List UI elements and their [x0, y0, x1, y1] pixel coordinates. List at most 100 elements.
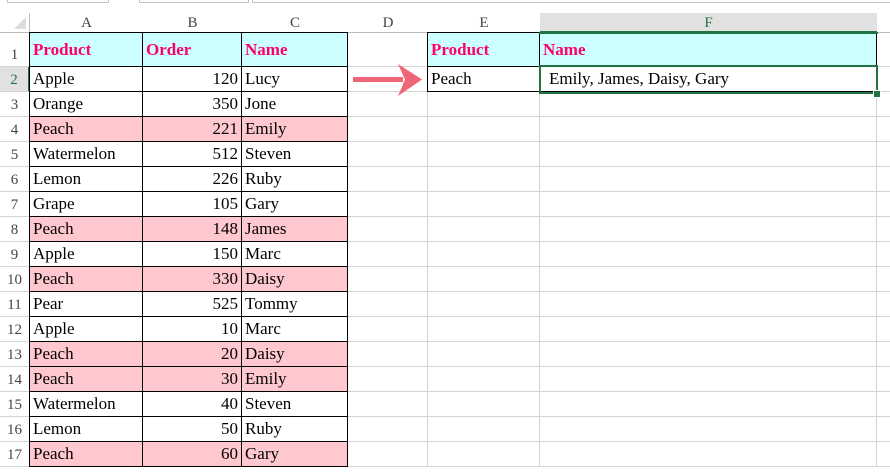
cell-G15[interactable] — [877, 392, 890, 417]
cell-B2[interactable]: 120 — [142, 66, 242, 92]
cell-B1[interactable]: Order — [142, 32, 242, 67]
row-header-6[interactable]: 6 — [0, 167, 30, 192]
cell-C3[interactable]: Jone — [241, 91, 348, 117]
cell-E9[interactable] — [428, 242, 540, 267]
cell-B4[interactable]: 221 — [142, 116, 242, 142]
cell-A8[interactable]: Peach — [29, 216, 143, 242]
cell-D16[interactable] — [348, 417, 428, 442]
cell-F2[interactable]: Emily, James, Daisy, Gary — [539, 66, 877, 92]
cell-B15[interactable]: 40 — [142, 391, 242, 417]
cell-A16[interactable]: Lemon — [29, 416, 143, 442]
row-header-14[interactable]: 14 — [0, 367, 30, 392]
cell-F13[interactable] — [540, 342, 877, 367]
cell-D9[interactable] — [348, 242, 428, 267]
cell-D5[interactable] — [348, 142, 428, 167]
cell-B5[interactable]: 512 — [142, 141, 242, 167]
formula-bar[interactable] — [252, 0, 890, 3]
select-all-corner[interactable] — [0, 13, 30, 33]
cell-B3[interactable]: 350 — [142, 91, 242, 117]
cell-A7[interactable]: Grape — [29, 191, 143, 217]
cell-C11[interactable]: Tommy — [241, 291, 348, 317]
column-header-b[interactable]: B — [143, 13, 243, 33]
column-header-g[interactable] — [877, 13, 890, 33]
cell-G11[interactable] — [877, 292, 890, 317]
cell-A13[interactable]: Peach — [29, 341, 143, 367]
cell-C6[interactable]: Ruby — [241, 166, 348, 192]
cell-F14[interactable] — [540, 367, 877, 392]
cell-E11[interactable] — [428, 292, 540, 317]
cell-F5[interactable] — [540, 142, 877, 167]
cell-C5[interactable]: Steven — [241, 141, 348, 167]
cell-A9[interactable]: Apple — [29, 241, 143, 267]
row-header-9[interactable]: 9 — [0, 242, 30, 267]
row-header-17[interactable]: 17 — [0, 442, 30, 467]
row-header-10[interactable]: 10 — [0, 267, 30, 292]
cell-E15[interactable] — [428, 392, 540, 417]
cell-C4[interactable]: Emily — [241, 116, 348, 142]
cell-B17[interactable]: 60 — [142, 441, 242, 467]
cell-G16[interactable] — [877, 417, 890, 442]
fill-handle[interactable] — [873, 90, 881, 98]
cell-B11[interactable]: 525 — [142, 291, 242, 317]
formula-buttons[interactable] — [139, 0, 249, 3]
cell-F15[interactable] — [540, 392, 877, 417]
cell-C17[interactable]: Gary — [241, 441, 348, 467]
cell-E5[interactable] — [428, 142, 540, 167]
cell-D14[interactable] — [348, 367, 428, 392]
cell-A12[interactable]: Apple — [29, 316, 143, 342]
cell-E6[interactable] — [428, 167, 540, 192]
cell-G12[interactable] — [877, 317, 890, 342]
row-header-15[interactable]: 15 — [0, 392, 30, 417]
cell-C1[interactable]: Name — [241, 32, 348, 67]
cell-F16[interactable] — [540, 417, 877, 442]
cell-E7[interactable] — [428, 192, 540, 217]
cell-G2[interactable] — [877, 67, 890, 92]
cell-D11[interactable] — [348, 292, 428, 317]
column-header-f[interactable]: F — [540, 13, 878, 33]
cell-F7[interactable] — [540, 192, 877, 217]
cell-A4[interactable]: Peach — [29, 116, 143, 142]
cell-D17[interactable] — [348, 442, 428, 467]
cell-C14[interactable]: Emily — [241, 366, 348, 392]
cell-E17[interactable] — [428, 442, 540, 467]
cell-A5[interactable]: Watermelon — [29, 141, 143, 167]
cell-E12[interactable] — [428, 317, 540, 342]
cell-A1[interactable]: Product — [29, 32, 143, 67]
row-header-4[interactable]: 4 — [0, 117, 30, 142]
cell-A15[interactable]: Watermelon — [29, 391, 143, 417]
cell-C2[interactable]: Lucy — [241, 66, 348, 92]
cell-F6[interactable] — [540, 167, 877, 192]
cell-A2[interactable]: Apple — [29, 66, 143, 92]
cell-G7[interactable] — [877, 192, 890, 217]
cell-E4[interactable] — [428, 117, 540, 142]
cell-E10[interactable] — [428, 267, 540, 292]
row-header-3[interactable]: 3 — [0, 92, 30, 117]
cell-G8[interactable] — [877, 217, 890, 242]
cell-C7[interactable]: Gary — [241, 191, 348, 217]
row-header-5[interactable]: 5 — [0, 142, 30, 167]
name-box[interactable] — [7, 0, 109, 3]
column-header-d[interactable]: D — [348, 13, 429, 33]
cell-F1[interactable]: Name — [539, 32, 877, 67]
cell-B16[interactable]: 50 — [142, 416, 242, 442]
cell-F4[interactable] — [540, 117, 877, 142]
row-header-16[interactable]: 16 — [0, 417, 30, 442]
cell-G5[interactable] — [877, 142, 890, 167]
cell-G13[interactable] — [877, 342, 890, 367]
cell-G9[interactable] — [877, 242, 890, 267]
cell-A6[interactable]: Lemon — [29, 166, 143, 192]
cell-C9[interactable]: Marc — [241, 241, 348, 267]
cell-F9[interactable] — [540, 242, 877, 267]
cell-G10[interactable] — [877, 267, 890, 292]
cell-B14[interactable]: 30 — [142, 366, 242, 392]
cell-B7[interactable]: 105 — [142, 191, 242, 217]
cell-A14[interactable]: Peach — [29, 366, 143, 392]
cell-D8[interactable] — [348, 217, 428, 242]
cell-F3[interactable] — [540, 92, 877, 117]
cell-A3[interactable]: Orange — [29, 91, 143, 117]
cell-G1[interactable] — [877, 33, 890, 67]
cell-D7[interactable] — [348, 192, 428, 217]
cell-C10[interactable]: Daisy — [241, 266, 348, 292]
cell-D3[interactable] — [348, 92, 428, 117]
cell-F10[interactable] — [540, 267, 877, 292]
